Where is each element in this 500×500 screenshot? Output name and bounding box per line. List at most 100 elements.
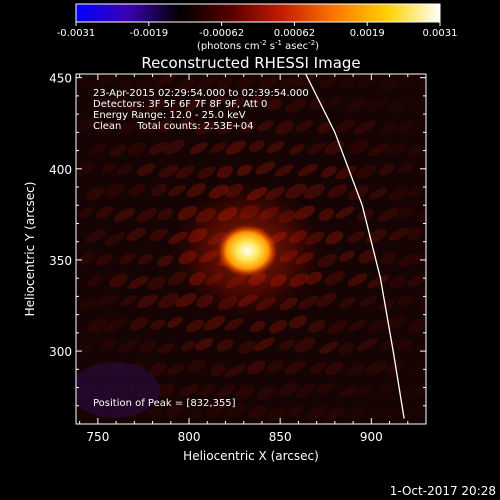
ripple-blob — [225, 364, 247, 378]
colorbar-tick-label: 0.00062 — [274, 28, 315, 39]
colorbar-tick-label: -0.0019 — [129, 28, 168, 39]
ripple-blob — [119, 252, 136, 265]
colorbar-tick-label: -0.00062 — [199, 28, 244, 39]
ripple-blob — [379, 163, 395, 176]
ripple-blob — [129, 184, 146, 196]
ripple-blob — [166, 403, 184, 417]
ripple-blob — [357, 385, 373, 397]
ripple-blob — [397, 206, 414, 219]
ripple-blob — [297, 163, 318, 177]
ripple-blob — [335, 206, 355, 219]
ripple-blob — [339, 297, 356, 309]
ripple-blob — [154, 74, 176, 87]
ripple-blob — [393, 120, 416, 135]
ripple-blob — [279, 77, 296, 90]
ripple-blob — [217, 122, 235, 135]
y-tick-label: 450 — [49, 72, 72, 86]
ripple-blob — [104, 232, 125, 246]
ripple-blob — [258, 75, 278, 89]
ripple-blob — [158, 292, 180, 309]
ripple-blob — [255, 161, 276, 175]
y-tick-label: 400 — [49, 163, 72, 177]
source-core — [217, 224, 278, 277]
ripple-blob — [427, 95, 451, 115]
ripple-blob — [109, 97, 129, 111]
ripple-blob — [240, 120, 257, 133]
ripple-blob — [187, 359, 206, 373]
ripple-blob — [367, 275, 389, 289]
ripple-blob — [197, 165, 216, 179]
ripple-blob — [147, 276, 166, 290]
ripple-blob — [236, 164, 253, 177]
flare-source — [167, 178, 328, 323]
ripple-blob — [189, 142, 208, 155]
ripple-blob — [183, 98, 205, 112]
ripple-blob — [309, 96, 326, 110]
ripple-blob — [137, 253, 153, 265]
ripple-blob — [295, 120, 314, 132]
ripple-blob — [387, 227, 410, 241]
ripple-blob — [195, 337, 214, 351]
ripple-blob — [320, 166, 337, 178]
colorbar-units-part: -2 — [308, 39, 315, 47]
colorbar — [76, 4, 440, 22]
ripple-blob — [210, 363, 226, 377]
ripple-blob — [407, 144, 424, 157]
ripple-blob — [380, 382, 396, 395]
ripple-blob — [198, 384, 216, 397]
ripple-blob — [309, 362, 327, 374]
ripple-blob — [347, 139, 369, 155]
ripple-blob — [339, 76, 357, 89]
ripple-blob — [266, 360, 285, 373]
ripple-blob — [388, 188, 407, 202]
ripple-blob — [78, 76, 95, 89]
ripple-blob — [274, 120, 294, 135]
ripple-blob — [129, 316, 149, 331]
ripple-blob — [316, 293, 337, 308]
ripple-blob — [86, 318, 108, 334]
ripple-blob — [327, 319, 349, 334]
ripple-blob — [137, 294, 158, 309]
ripple-blob — [88, 143, 108, 156]
ripple-blob — [346, 363, 364, 377]
axes: 750 800 850 900 300 350 400 450 — [49, 72, 427, 444]
ripple-blob — [318, 208, 335, 221]
ripple-blob — [96, 121, 116, 135]
ripple-blob — [225, 140, 246, 155]
ripple-blob — [284, 360, 306, 375]
ripple-blob — [389, 275, 406, 288]
ripple-blob — [205, 403, 226, 418]
ripple-blob — [408, 97, 426, 112]
ripple-blob — [426, 358, 449, 378]
ripple-blob — [85, 97, 103, 110]
x-tick-label: 750 — [86, 430, 109, 444]
ripple-blob — [306, 406, 328, 420]
ripple-blob — [167, 316, 183, 328]
ripple-blob — [158, 164, 179, 179]
ripple-blob — [347, 97, 367, 112]
ripple-blob — [217, 76, 234, 90]
colorbar-tick-label: 0.0019 — [350, 28, 385, 39]
annotation-detectors: Detectors: 3F 5F 6F 7F 8F 9F, Att 0 — [93, 99, 267, 110]
ripple-blob — [163, 139, 186, 155]
ripple-blob — [325, 361, 344, 376]
ripple-blob — [101, 163, 117, 174]
ripple-blob — [295, 384, 315, 398]
ripple-blob — [347, 231, 365, 244]
ripple-blob — [224, 403, 247, 418]
ripple-blob — [339, 250, 355, 262]
ripple-blob — [126, 100, 143, 112]
y-tick-label: 350 — [49, 254, 72, 268]
ripple-blob — [414, 250, 426, 265]
annotation-energy-range: Energy Range: 12.0 - 25.0 keV — [93, 110, 246, 121]
ripple-blob — [297, 295, 319, 310]
ripple-blob — [135, 76, 155, 90]
chart-title: Reconstructed RHESSI Image — [141, 54, 360, 72]
ripple-blob — [347, 273, 368, 287]
ripple-blob — [357, 74, 378, 88]
colorbar-ticks: -0.0031 -0.0019 -0.00062 0.00062 0.0019 0.003… — [57, 22, 458, 39]
ripple-blob — [407, 404, 426, 418]
ripple-blob — [424, 182, 445, 199]
ripple-blob — [407, 274, 426, 287]
ripple-blob — [127, 142, 146, 156]
